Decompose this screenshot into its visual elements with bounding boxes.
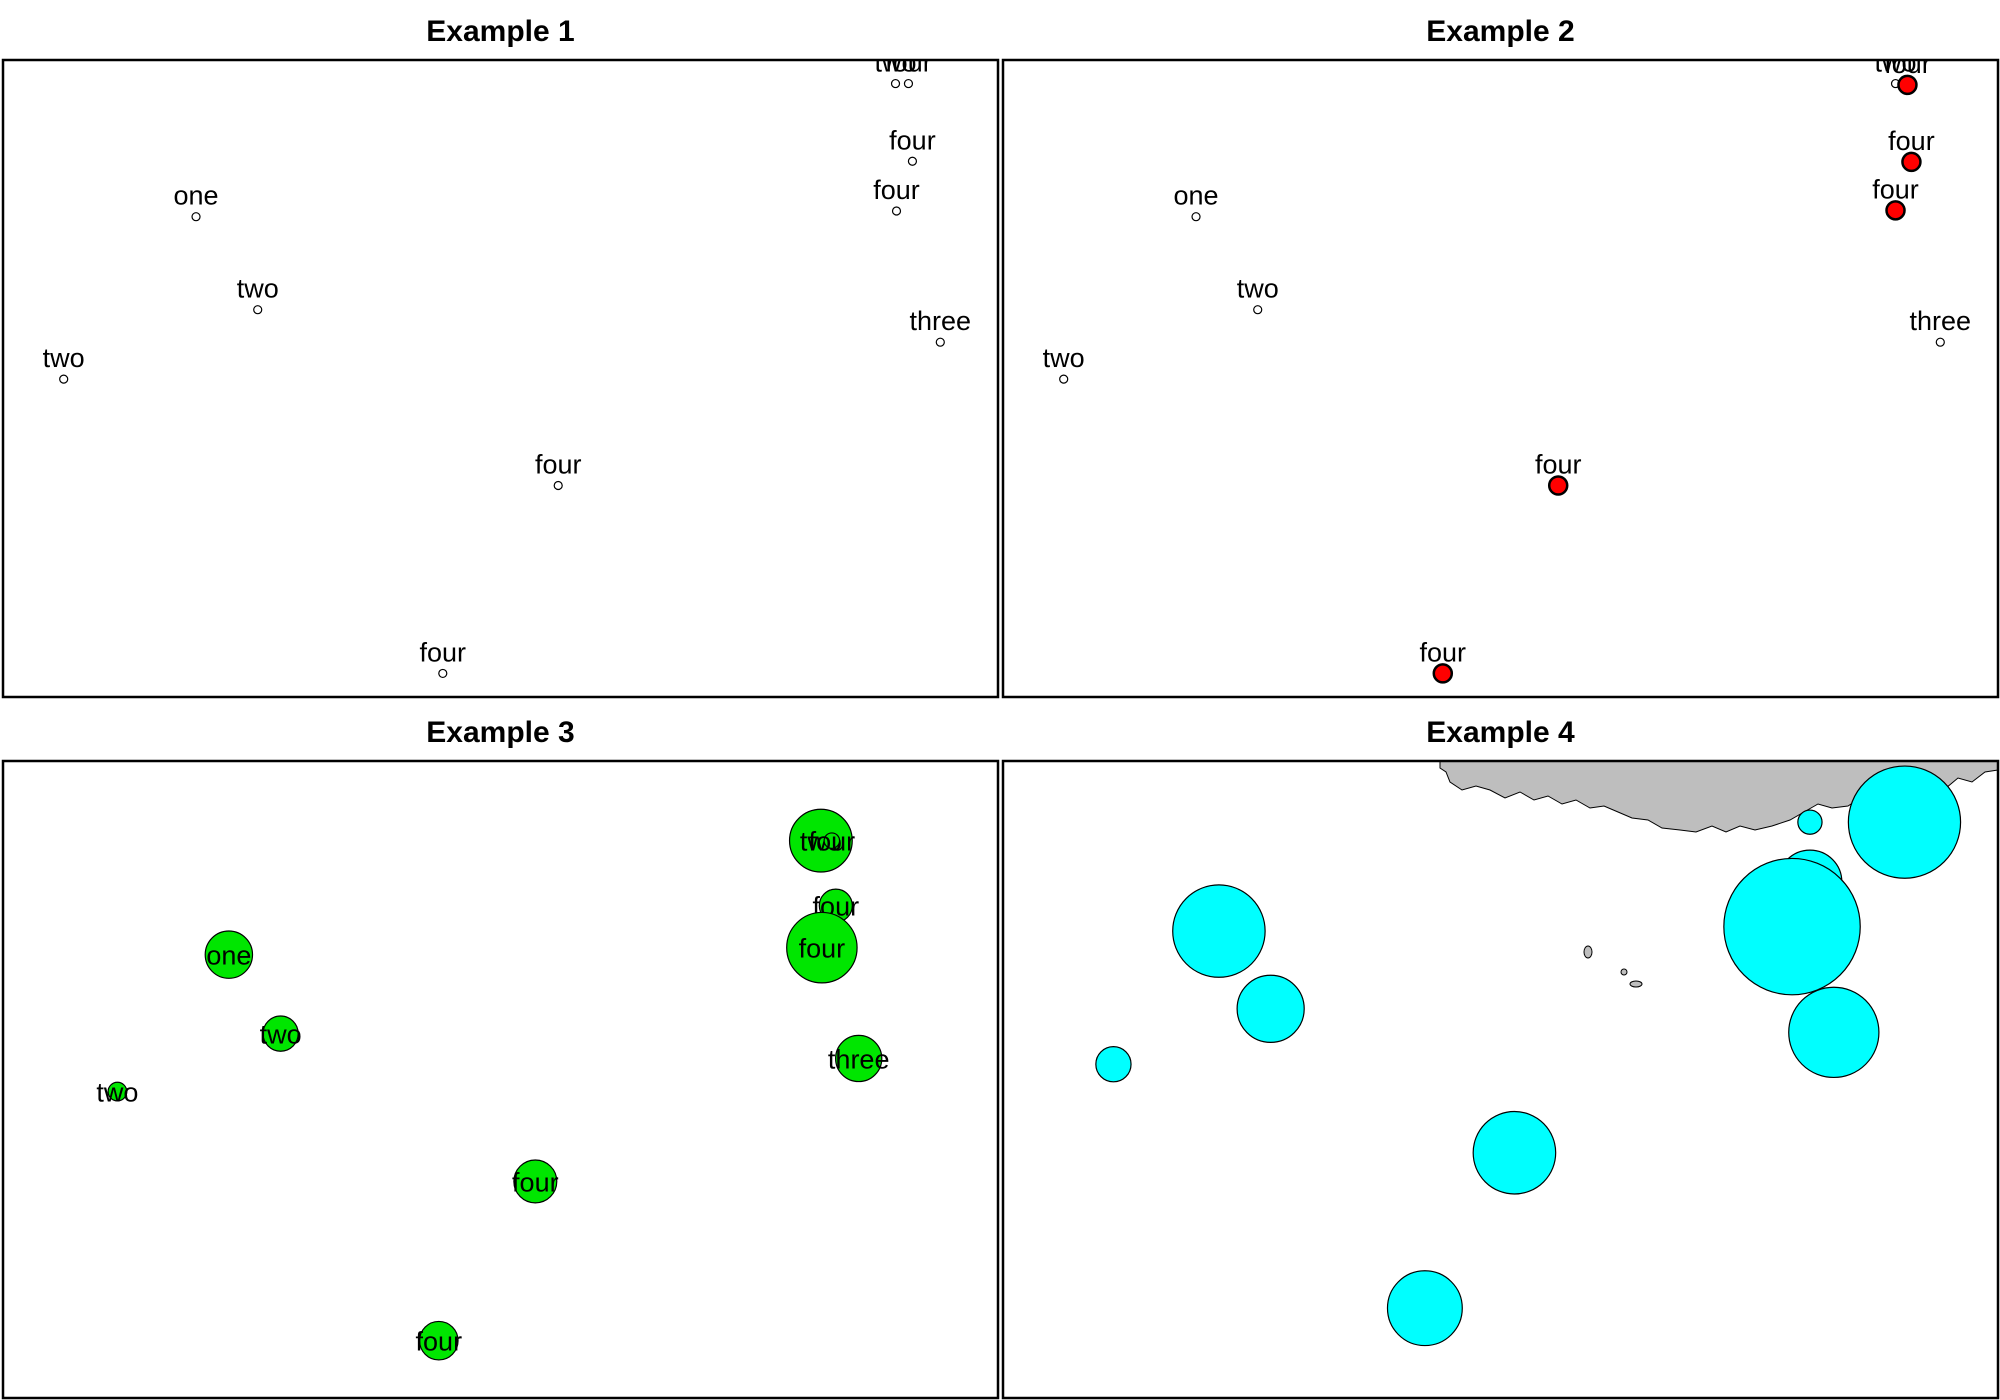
point-label: two	[237, 274, 279, 304]
data-point	[418, 1320, 459, 1361]
data-point	[1253, 305, 1263, 315]
point-label: two	[1874, 48, 1916, 78]
plot-frame	[1, 759, 1000, 1400]
point-label: three	[1910, 306, 1972, 336]
data-point	[891, 206, 902, 216]
data-point	[935, 337, 945, 347]
panel-3: Example 3onetwotwotwofourfourfourthreefo…	[1, 716, 1000, 1400]
point-label: four	[1420, 637, 1467, 667]
point-label: two	[43, 343, 85, 373]
point-label: four	[535, 450, 582, 480]
point-label: four	[809, 827, 856, 857]
island	[1629, 980, 1643, 988]
point-label: four	[416, 1327, 463, 1357]
data-point	[1432, 663, 1454, 684]
point-label: two	[260, 1020, 302, 1050]
data-point	[262, 1015, 299, 1052]
data-point	[903, 78, 914, 89]
data-point	[788, 808, 853, 873]
data-point	[1547, 475, 1569, 496]
point-label: four	[885, 48, 932, 78]
point-label: four	[512, 1167, 559, 1197]
point-label: four	[873, 175, 920, 205]
panel-title: Example 1	[426, 15, 574, 48]
data-point	[1172, 884, 1266, 978]
panel-title: Example 4	[1426, 716, 1575, 749]
data-point	[890, 78, 901, 89]
point-label: four	[420, 637, 467, 667]
point-label: two	[1237, 274, 1279, 304]
point-label: three	[828, 1044, 890, 1074]
data-point	[823, 832, 841, 849]
point-label: four	[1888, 126, 1935, 156]
plot-area	[1095, 761, 1998, 1347]
data-point	[786, 911, 858, 984]
data-point	[1472, 1110, 1557, 1195]
data-point	[835, 1034, 883, 1083]
point-label: four	[1535, 450, 1582, 480]
data-point	[1059, 374, 1069, 384]
panel-title: Example 3	[426, 716, 574, 749]
data-point	[513, 1159, 558, 1204]
data-point	[1236, 974, 1305, 1043]
point-label: two	[1043, 343, 1085, 373]
data-point	[907, 156, 918, 166]
point-label: one	[1173, 181, 1218, 211]
point-label: four	[799, 934, 846, 964]
data-point	[1191, 212, 1201, 222]
data-point	[191, 212, 201, 222]
data-point	[1901, 151, 1922, 173]
point-label: one	[173, 181, 218, 211]
point-label: one	[206, 941, 251, 971]
plot-frame	[1001, 58, 2000, 699]
data-point	[1723, 857, 1861, 996]
data-point	[1095, 1046, 1132, 1083]
data-point	[59, 374, 69, 384]
point-label: four	[1884, 49, 1931, 79]
panel-4: Example 4	[1001, 716, 2000, 1400]
point-label: four	[1872, 174, 1919, 204]
panel-2: Example 2onetwotwotwofourfourfourthreefo…	[1001, 15, 2000, 699]
data-point	[1885, 200, 1906, 221]
data-point	[1935, 337, 1945, 347]
data-point	[204, 930, 254, 979]
plot-frame	[1, 58, 1000, 699]
point-label: two	[874, 48, 916, 78]
data-point	[1788, 986, 1880, 1079]
data-point	[1386, 1270, 1463, 1347]
island	[1620, 968, 1628, 976]
plot-frame	[1001, 759, 2000, 1400]
point-label: three	[910, 306, 972, 336]
data-point	[1847, 765, 1962, 879]
panel-1: Example 1onetwotwotwofourfourfourthreefo…	[1, 15, 1000, 699]
point-label: four	[889, 125, 936, 155]
data-point	[438, 668, 448, 679]
panel-title: Example 2	[1426, 15, 1574, 48]
point-label: two	[96, 1078, 138, 1108]
data-point	[553, 480, 563, 491]
data-point	[253, 305, 263, 315]
data-point	[1797, 809, 1823, 835]
data-point	[107, 1081, 128, 1102]
island	[1583, 945, 1593, 959]
data-point	[1897, 74, 1918, 96]
